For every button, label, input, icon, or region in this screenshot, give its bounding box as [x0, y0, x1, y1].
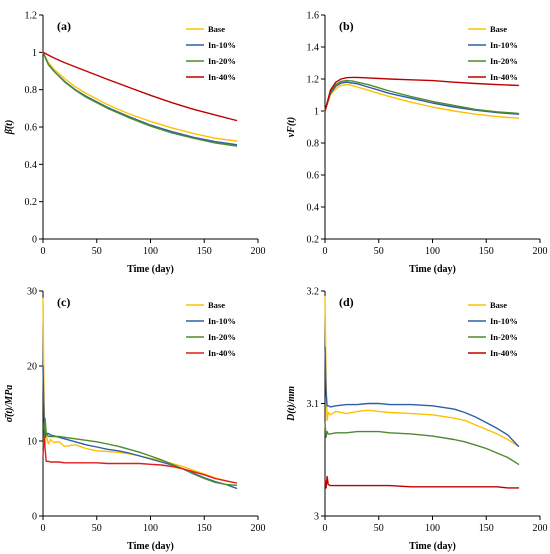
- series-line-base: [42, 51, 238, 142]
- x-tick-label: 50: [92, 523, 102, 534]
- legend-entry: In-10%: [208, 316, 236, 326]
- x-tick-label: 150: [197, 523, 212, 534]
- legend-entry: In-20%: [490, 332, 518, 342]
- x-tick-label: 200: [533, 246, 548, 257]
- y-tick-label: 0.2: [307, 235, 320, 246]
- legend-entry: In-20%: [208, 56, 236, 66]
- x-tick-label: 100: [143, 523, 158, 534]
- x-axis-label: Time (day): [409, 541, 456, 552]
- legend: Base In-10% In-20% In-40%: [186, 300, 236, 358]
- y-tick-label: 3.1: [307, 399, 320, 410]
- y-tick-label: 0.4: [25, 160, 38, 171]
- y-axis-label: σ̄(t)/MPa: [4, 385, 15, 423]
- x-axis-label: Time (day): [127, 541, 174, 552]
- series-line-in20: [324, 421, 520, 465]
- legend-entry: In-10%: [208, 40, 236, 50]
- y-tick-label: 10: [27, 437, 37, 448]
- series-line-base: [324, 83, 520, 119]
- series-line-in10: [324, 81, 520, 115]
- legend-entry: Base: [208, 24, 225, 34]
- x-tick-label: 50: [374, 523, 384, 534]
- panel-d: 0 50 100 150 200 3 3.1 3.2 Time (day) D(t)/mm (d) B…: [286, 287, 548, 553]
- panel-a: 0 50 100 150 200 0 0.2 0.4 0.6 0.8 1 1.2 Time (day) β…: [4, 11, 266, 276]
- panel-b: 0 50 100 150 200 0.2 0.4 0.6 0.8 1 1.2 1.4 1.6 Time (…: [286, 11, 548, 276]
- x-axis-label: Time (day): [127, 264, 174, 275]
- x-tick-label: 100: [425, 523, 440, 534]
- x-tick-label: 200: [251, 246, 266, 257]
- panel-label: (b): [339, 19, 354, 33]
- series-line-in10: [324, 346, 520, 447]
- y-axis-label: D(t)/mm: [286, 386, 297, 422]
- series-line-in20: [42, 51, 238, 147]
- y-tick-label: 0.8: [25, 85, 38, 96]
- x-tick-label: 150: [197, 246, 212, 257]
- y-tick-label: 30: [27, 287, 37, 298]
- legend: Base In-10% In-20% In-40%: [468, 24, 518, 82]
- legend-entry: Base: [490, 300, 507, 310]
- panel-label: (a): [57, 19, 71, 33]
- y-tick-label: 1.2: [25, 11, 38, 22]
- legend-entry: Base: [490, 24, 507, 34]
- y-tick-label: 1.6: [307, 11, 320, 22]
- panel-c: 0 50 100 150 200 0 10 20 30 Time (day) σ̄(t)/MPa (c…: [4, 287, 266, 553]
- series-line-in40: [42, 436, 238, 484]
- x-tick-label: 100: [425, 246, 440, 257]
- x-tick-label: 150: [479, 523, 494, 534]
- x-tick-label: 50: [374, 246, 384, 257]
- legend-entry: In-20%: [490, 56, 518, 66]
- panel-label: (d): [339, 295, 354, 309]
- series-line-in20: [324, 79, 520, 115]
- series-line-in40: [324, 76, 520, 112]
- y-tick-label: 0.6: [307, 171, 320, 182]
- y-tick-label: 0: [32, 512, 37, 523]
- y-tick-label: 0.8: [307, 139, 320, 150]
- y-tick-label: 0.4: [307, 203, 320, 214]
- series-line-base: [324, 295, 520, 447]
- x-tick-label: 200: [533, 523, 548, 534]
- y-tick-label: 0.2: [25, 197, 38, 208]
- legend-entry: In-40%: [490, 348, 518, 358]
- legend: Base In-10% In-20% In-40%: [468, 300, 518, 358]
- x-tick-label: 0: [323, 246, 328, 257]
- x-tick-label: 50: [92, 246, 102, 257]
- x-tick-label: 0: [41, 523, 46, 534]
- y-tick-label: 1: [32, 48, 37, 59]
- legend-entry: In-10%: [490, 40, 518, 50]
- y-tick-label: 0.6: [25, 123, 38, 134]
- legend-entry: Base: [208, 300, 225, 310]
- y-tick-label: 3: [314, 512, 319, 523]
- x-tick-label: 0: [323, 523, 328, 534]
- x-tick-label: 150: [479, 246, 494, 257]
- legend-entry: In-40%: [208, 348, 236, 358]
- series-line-in20: [42, 417, 238, 486]
- y-tick-label: 1.4: [307, 43, 320, 54]
- y-axis-label: β̄(t): [4, 120, 15, 136]
- series-line-in40: [42, 51, 238, 122]
- panel-label: (c): [57, 295, 70, 309]
- x-tick-label: 200: [251, 523, 266, 534]
- y-tick-label: 20: [27, 362, 37, 373]
- legend-entry: In-40%: [490, 72, 518, 82]
- y-axis-label: vF(t): [286, 117, 297, 138]
- legend-entry: In-10%: [490, 316, 518, 326]
- legend-entry: In-20%: [208, 332, 236, 342]
- legend-entry: In-40%: [208, 72, 236, 82]
- y-tick-label: 1.2: [307, 75, 320, 86]
- series-line-base: [42, 297, 238, 484]
- y-tick-label: 0: [32, 235, 37, 246]
- x-tick-label: 0: [41, 246, 46, 257]
- legend: Base In-10% In-20% In-40%: [186, 24, 236, 82]
- series-line-in10: [42, 365, 238, 489]
- x-axis-label: Time (day): [409, 264, 456, 275]
- y-tick-label: 3.2: [307, 287, 320, 298]
- series-line-in40: [324, 475, 520, 489]
- x-tick-label: 100: [143, 246, 158, 257]
- y-tick-label: 1: [314, 107, 319, 118]
